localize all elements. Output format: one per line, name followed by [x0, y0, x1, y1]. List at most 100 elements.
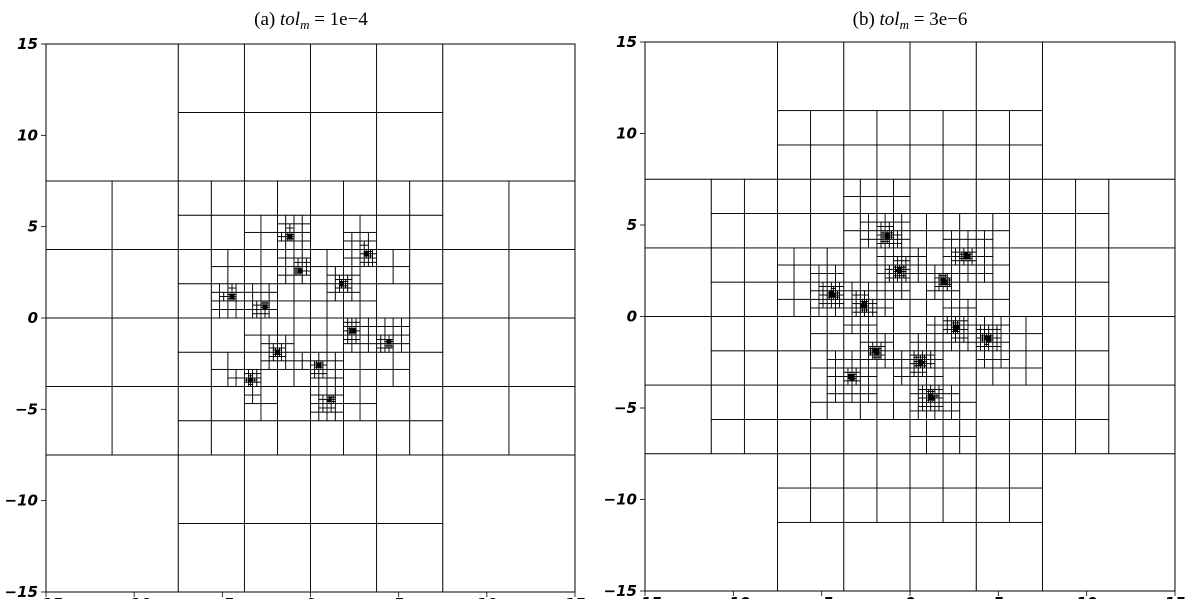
mesh-cell — [227, 249, 245, 268]
mesh-cell — [843, 213, 861, 232]
mesh-cell — [901, 238, 911, 249]
mesh-cell — [888, 243, 894, 249]
mesh-cell — [876, 307, 886, 317]
mesh-cell — [252, 373, 258, 379]
mesh-cell — [955, 251, 961, 257]
mesh-cell — [363, 261, 369, 268]
mesh-cell — [880, 243, 886, 249]
mesh-cell — [243, 351, 262, 370]
mesh-cell — [644, 316, 712, 386]
mesh-cell — [884, 333, 894, 343]
mesh-cell — [810, 401, 828, 420]
mesh-cell — [644, 41, 778, 180]
mesh-cell — [359, 244, 365, 250]
mesh-cell — [893, 277, 898, 283]
mesh-cell — [884, 273, 890, 279]
mesh-cell — [971, 251, 977, 257]
x-tick-label: 5 — [393, 595, 403, 599]
mesh-cell — [334, 394, 344, 405]
mesh-cell — [843, 110, 878, 146]
mesh-cell — [260, 403, 278, 422]
mesh-cell — [45, 454, 179, 593]
mesh-cell — [343, 343, 353, 353]
mesh-cell — [868, 303, 874, 309]
mesh-cell — [992, 346, 998, 352]
mesh-cell — [256, 377, 262, 383]
mesh-cell — [884, 307, 894, 317]
mesh-cell — [305, 270, 311, 276]
mesh-cell — [826, 273, 836, 283]
mesh-cell — [888, 226, 894, 232]
mesh-cell — [334, 351, 344, 362]
mesh-cell — [392, 343, 402, 353]
mesh-cell — [777, 110, 812, 146]
mesh-cell — [888, 277, 894, 283]
mesh-cell — [975, 337, 981, 343]
mesh-cell — [343, 334, 349, 340]
mesh-cell — [210, 420, 245, 456]
mesh-cell — [901, 230, 911, 240]
mesh-cell — [305, 261, 311, 268]
mesh-cell — [810, 290, 820, 300]
mesh-cell — [227, 287, 233, 293]
mesh-cell — [909, 487, 944, 523]
mesh-cell — [210, 214, 245, 250]
mesh-cell — [843, 178, 861, 197]
y-tick-label: 0 — [627, 308, 637, 326]
mesh-cell — [855, 311, 861, 317]
mesh-cell — [322, 360, 328, 366]
mesh-cell — [252, 386, 262, 396]
mesh-cell — [967, 247, 973, 253]
mesh-cell — [810, 333, 828, 352]
mesh-cell — [942, 286, 948, 292]
mesh-cell — [971, 247, 977, 253]
mesh-cell — [347, 334, 353, 340]
mesh-cell — [376, 347, 382, 353]
mesh-cell — [367, 334, 378, 345]
mesh-cell — [326, 283, 336, 293]
mesh-cell — [793, 247, 812, 266]
mesh-cell — [868, 213, 878, 223]
mesh-cell — [959, 213, 977, 232]
mesh-cell — [942, 324, 948, 330]
mesh-cell — [1008, 333, 1027, 352]
mesh-cell — [177, 523, 245, 593]
mesh-cell — [301, 257, 307, 263]
mesh-cell — [909, 410, 919, 420]
mesh-cell — [893, 290, 903, 300]
mesh-cell — [959, 281, 977, 300]
mesh-cell — [951, 333, 956, 339]
mesh-cell — [946, 273, 952, 279]
mesh-cell — [243, 334, 262, 353]
mesh-cell — [901, 260, 907, 266]
mesh-cell — [822, 294, 828, 300]
mesh-cell — [301, 270, 307, 276]
mesh-cell — [1042, 350, 1077, 386]
mesh-cell — [897, 260, 903, 266]
mesh-cell — [901, 281, 911, 292]
mesh-cell — [855, 303, 861, 309]
mesh-cell — [893, 243, 898, 249]
mesh-cell — [310, 180, 344, 216]
mesh-cell — [367, 326, 378, 336]
mesh-cell — [864, 290, 869, 296]
mesh-cell — [843, 521, 911, 592]
mesh-cell — [243, 43, 311, 113]
mesh-cell — [926, 384, 932, 390]
mesh-cell — [256, 309, 262, 315]
mesh-cell — [905, 256, 911, 262]
mesh-cell — [268, 360, 278, 370]
mesh-cell — [909, 247, 919, 257]
mesh-cell — [913, 367, 919, 373]
mesh-cell — [992, 333, 998, 339]
mesh-cell — [644, 247, 712, 317]
mesh-cell — [384, 326, 394, 336]
mesh-cell — [951, 307, 961, 317]
mesh-cell — [884, 281, 894, 292]
mesh-cell — [508, 317, 576, 387]
mesh-cell — [310, 394, 320, 405]
mesh-cell — [938, 397, 944, 403]
mesh-cell — [1025, 350, 1043, 369]
mesh-cell — [876, 401, 894, 420]
mesh-cell — [975, 350, 985, 360]
